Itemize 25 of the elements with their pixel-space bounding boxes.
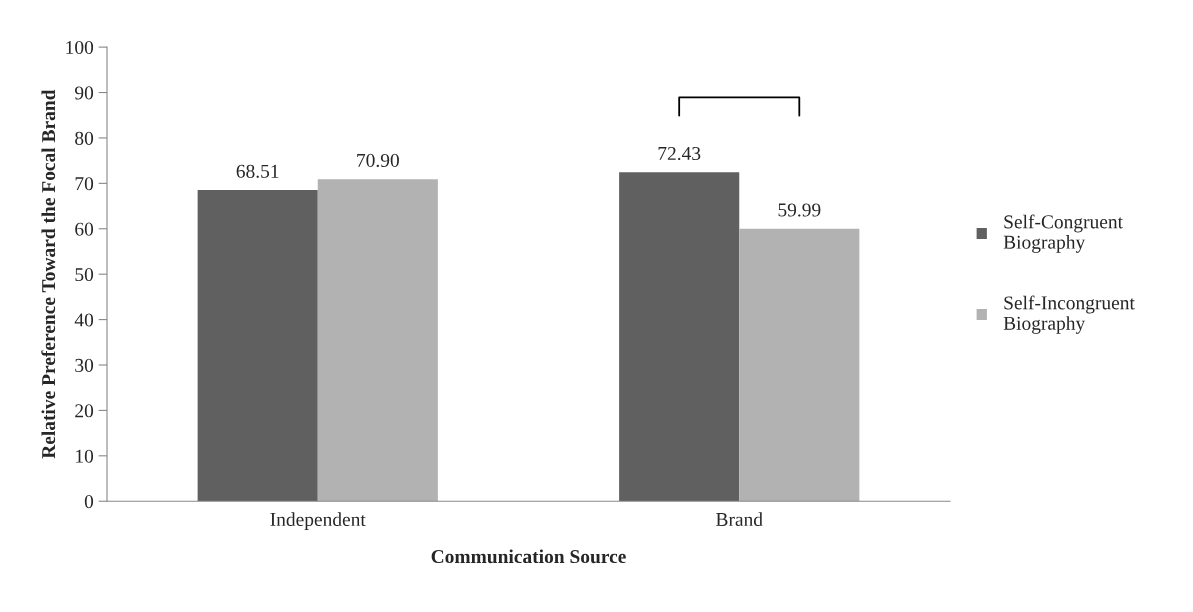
y-tick-label: 10: [76, 449, 94, 463]
y-tick-label: 30: [75, 358, 94, 372]
bar: [739, 228, 860, 502]
y-tick-label: 0: [84, 495, 94, 509]
data-label: 72.43: [658, 146, 701, 161]
y-tick-label: 100: [66, 40, 94, 55]
bar: [317, 179, 438, 502]
y-tick-label: 50: [75, 267, 94, 282]
legend-label: Self-Congruent Biography: [1003, 214, 1123, 253]
bar: [619, 172, 740, 502]
y-tick-label: 20: [75, 404, 94, 418]
data-label: 68.51: [236, 164, 279, 178]
x-tick-label: Brand: [716, 512, 763, 527]
y-tick-label: 70: [75, 177, 94, 191]
data-label: 70.90: [357, 153, 399, 168]
y-tick-label: 40: [74, 313, 94, 327]
x-tick-label: Independent: [270, 512, 366, 530]
y-tick-label: 60: [75, 222, 94, 236]
y-tick-label: 80: [75, 131, 94, 145]
legend-label: Self-Incongruent Biography: [1003, 295, 1135, 334]
bar: [197, 190, 318, 502]
x-axis-title: Communication Source: [431, 549, 626, 564]
data-label: 59.99: [778, 203, 821, 217]
y-tick-label: 90: [75, 86, 94, 100]
y-axis-title: Relative Preference Toward the Focal Brand: [41, 89, 56, 459]
